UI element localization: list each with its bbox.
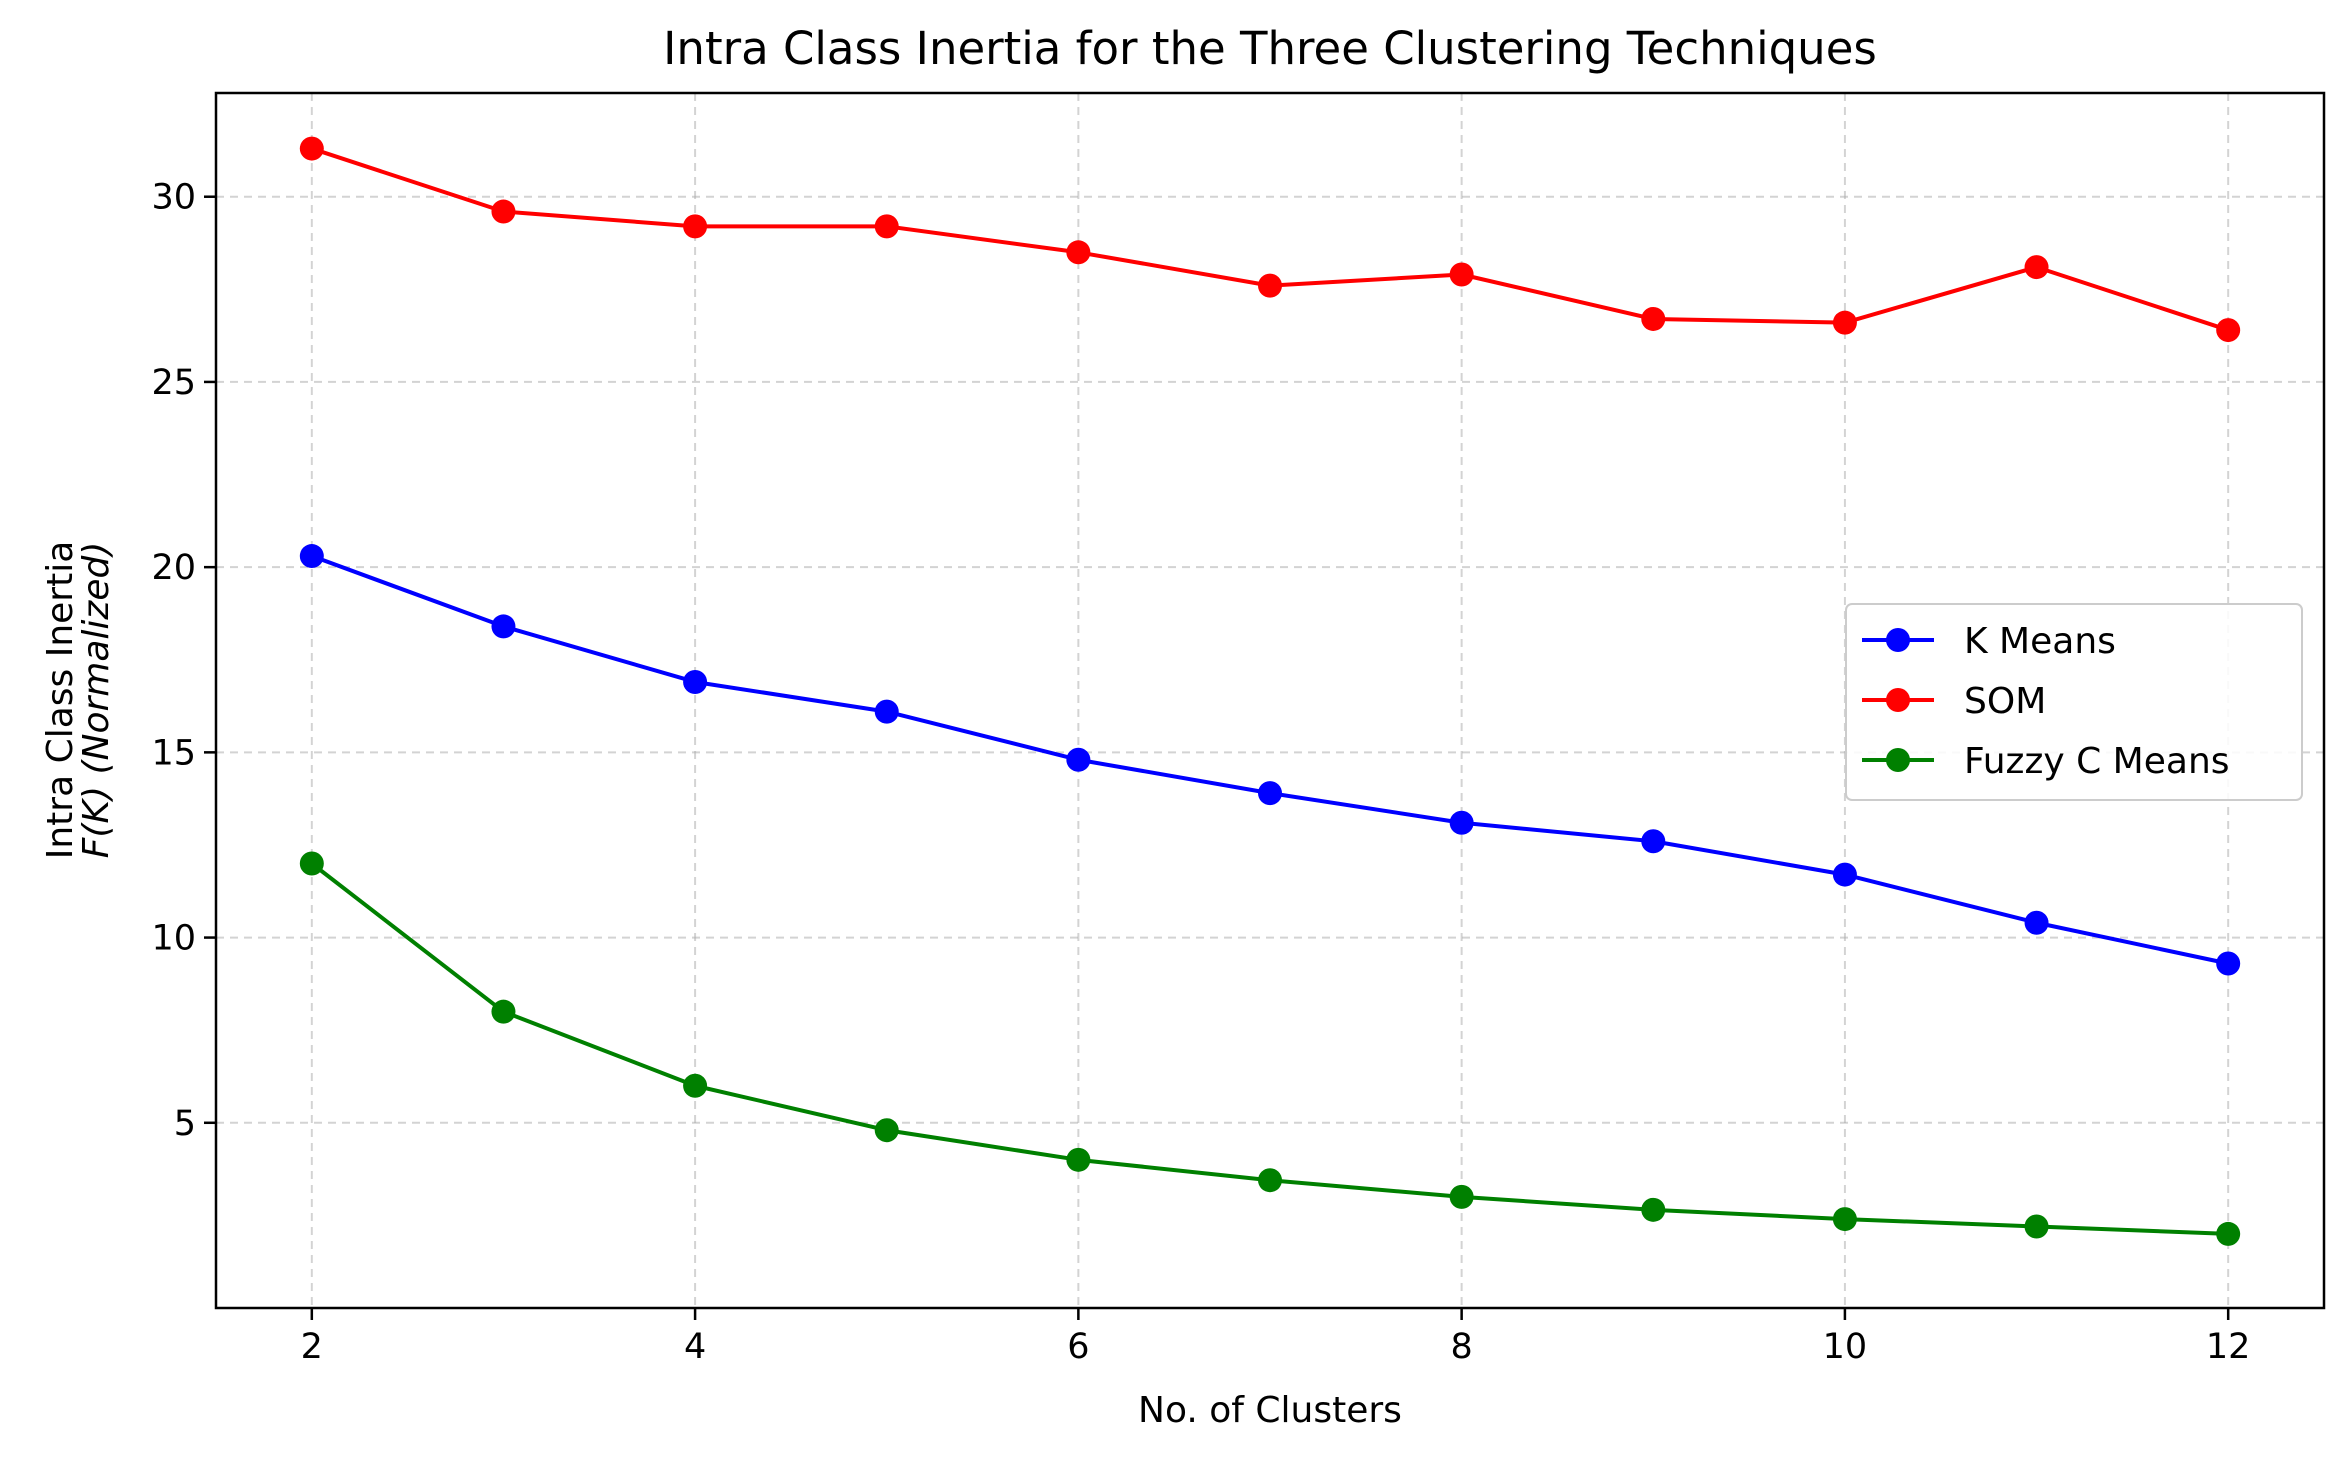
data-point <box>491 614 516 639</box>
data-point <box>683 1073 708 1098</box>
data-point <box>683 214 708 239</box>
legend-label: Fuzzy C Means <box>1964 741 2230 782</box>
y-tick-label: 15 <box>151 733 196 773</box>
legend-item: K Means <box>1862 621 2116 662</box>
legend-marker <box>1886 688 1910 712</box>
data-point <box>1832 862 1857 887</box>
x-tick-label: 8 <box>1450 1327 1472 1367</box>
data-point <box>2216 1221 2241 1246</box>
x-axis: 2 4 6 8 10 12 <box>301 1308 2251 1367</box>
data-point <box>2024 1214 2049 1239</box>
plot-frame <box>214 91 2326 1310</box>
data-point <box>2024 255 2049 280</box>
data-point <box>874 699 899 724</box>
x-tick-label: 12 <box>2206 1327 2251 1367</box>
data-point <box>299 544 324 569</box>
x-tick-label: 2 <box>301 1327 323 1367</box>
y-axis-label-line2: F(K) (Normalized) <box>76 542 117 859</box>
x-tick-label: 4 <box>684 1327 706 1367</box>
legend-label: K Means <box>1964 621 2116 662</box>
data-point <box>1641 1197 1666 1222</box>
legend-item: SOM <box>1862 681 2046 722</box>
y-tick-label: 30 <box>151 178 196 218</box>
data-point <box>299 136 324 161</box>
grid <box>216 93 2324 1308</box>
x-tick-label: 6 <box>1067 1327 1089 1367</box>
y-tick-label: 20 <box>151 548 196 588</box>
data-point <box>1258 273 1282 298</box>
data-point <box>1641 829 1666 854</box>
data-point <box>1258 781 1282 806</box>
data-point <box>683 669 708 694</box>
x-axis-label: No. of Clusters <box>1138 1390 1402 1431</box>
y-tick-label: 10 <box>151 919 196 959</box>
data-point <box>1832 310 1857 335</box>
y-axis-label-line1: Intra Class Inertia <box>40 541 81 860</box>
series-som <box>299 136 2241 343</box>
data-point <box>1066 1147 1091 1172</box>
series-k-means <box>299 544 2241 976</box>
y-tick-label: 25 <box>151 363 196 403</box>
series-fuzzy-c-means <box>299 851 2241 1246</box>
legend: K Means SOM Fuzzy C Means <box>1845 603 2303 801</box>
legend-item: Fuzzy C Means <box>1862 741 2230 782</box>
data-point <box>1066 240 1091 265</box>
legend-box <box>1845 603 2303 801</box>
data-point <box>1641 306 1666 331</box>
data-point <box>2216 318 2241 343</box>
chart-title: Intra Class Inertia for the Three Cluste… <box>663 22 1877 75</box>
data-point <box>2216 951 2241 976</box>
data-point <box>1258 1168 1282 1193</box>
data-point <box>874 214 899 239</box>
data-point <box>491 999 516 1024</box>
legend-label: SOM <box>1964 681 2046 722</box>
data-point <box>1066 747 1091 772</box>
data-point <box>1449 262 1474 287</box>
y-axis: 5 10 15 20 25 30 <box>151 178 216 1144</box>
y-axis-label: Intra Class Inertia F(K) (Normalized) <box>40 541 117 860</box>
legend-marker <box>1886 748 1910 772</box>
series-layer <box>299 136 2241 1246</box>
data-point <box>299 851 324 876</box>
data-point <box>1832 1207 1857 1232</box>
x-tick-label: 10 <box>1823 1327 1868 1367</box>
data-point <box>1449 1184 1474 1209</box>
data-point <box>491 199 516 224</box>
legend-marker <box>1886 628 1910 652</box>
data-point <box>2024 910 2049 935</box>
y-tick-label: 5 <box>174 1104 196 1144</box>
data-point <box>874 1118 899 1143</box>
data-point <box>1449 810 1474 835</box>
